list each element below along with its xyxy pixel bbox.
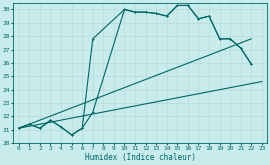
X-axis label: Humidex (Indice chaleur): Humidex (Indice chaleur) bbox=[85, 153, 196, 162]
